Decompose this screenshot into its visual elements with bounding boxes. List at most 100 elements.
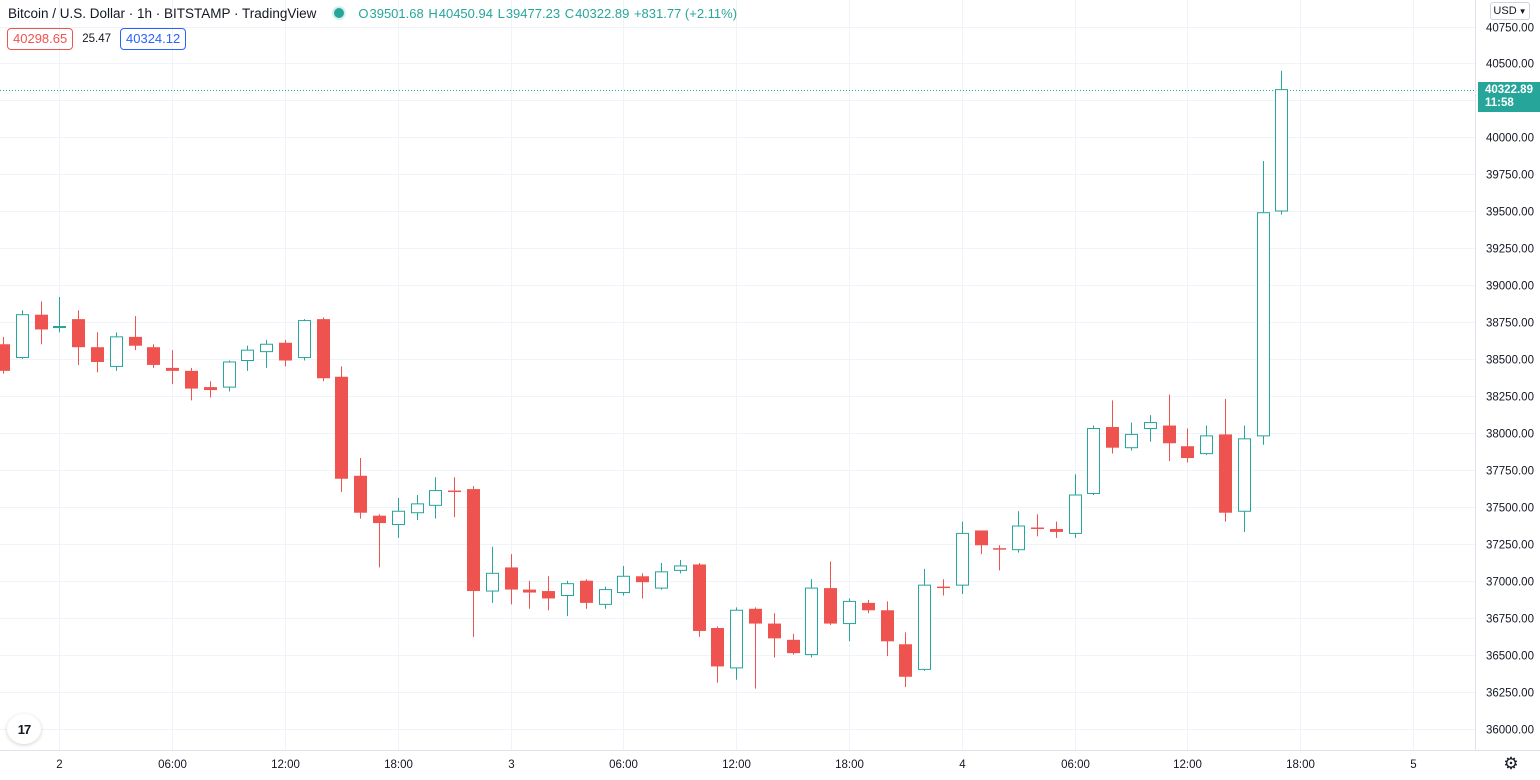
candle-body [937, 586, 950, 589]
candle [599, 586, 612, 609]
candle-body [749, 608, 762, 624]
candle-body [1012, 525, 1025, 551]
price-tick-label: 37250.00 [1486, 540, 1534, 552]
candle [1219, 398, 1232, 522]
candle-body [298, 320, 311, 359]
last-price-value: 40322.89 [1485, 84, 1533, 96]
candle-body [1106, 427, 1119, 448]
candle [411, 494, 424, 521]
close-value: 40322.89 [575, 5, 630, 21]
symbol-legend: Bitcoin / U.S. Dollar · 1h · BITSTAMP · … [8, 3, 738, 23]
candle [335, 366, 348, 493]
symbol-title[interactable]: Bitcoin / U.S. Dollar · 1h · BITSTAMP · … [8, 5, 317, 21]
candle [467, 486, 480, 637]
candle-body [129, 336, 142, 346]
candle-body [655, 571, 668, 589]
candle [72, 310, 85, 365]
price-tick-label: 40000.00 [1486, 133, 1534, 145]
price-tick-label: 38000.00 [1486, 429, 1534, 441]
candle [185, 367, 198, 401]
time-tick-label: 06:00 [609, 759, 638, 771]
candle [693, 562, 706, 637]
candle-body [505, 567, 518, 590]
candle [805, 579, 818, 658]
candle [298, 319, 311, 361]
currency-label: USD [1493, 5, 1517, 17]
candle-body [1275, 89, 1288, 212]
time-tick-label: 4 [959, 759, 966, 771]
candle [617, 565, 630, 596]
close-label: C [564, 5, 575, 21]
candle-body [35, 314, 48, 330]
candle-body [335, 376, 348, 479]
price-tick-label: 36500.00 [1486, 651, 1534, 663]
candle-body [580, 580, 593, 603]
tradingview-logo-icon[interactable]: 17 [7, 714, 41, 744]
candle-body [599, 589, 612, 605]
price-tick-label: 38500.00 [1486, 355, 1534, 367]
candle-body [260, 343, 273, 353]
candle-body [1163, 425, 1176, 444]
candle [730, 607, 743, 680]
candle [354, 458, 367, 519]
candle [16, 310, 29, 360]
candle [768, 613, 781, 658]
candle [636, 573, 649, 599]
candle [35, 301, 48, 345]
candle-body [373, 515, 386, 524]
candle-body [204, 387, 217, 391]
candle-body [448, 490, 461, 493]
candle-body [467, 489, 480, 592]
candle-body [354, 475, 367, 513]
candle-body [1144, 422, 1157, 429]
time-tick-label: 12:00 [722, 759, 751, 771]
candle-body [824, 588, 837, 624]
candle [129, 316, 142, 351]
candle [881, 601, 894, 657]
candle [1050, 521, 1063, 538]
candle [843, 598, 856, 642]
candle [429, 477, 442, 519]
candle-body [0, 344, 10, 371]
price-tick-label: 36000.00 [1486, 725, 1534, 737]
candle [1069, 474, 1082, 538]
candle [975, 530, 988, 555]
candle-body [617, 575, 630, 594]
candle [862, 599, 875, 614]
price-tick-label: 36250.00 [1486, 688, 1534, 700]
last-price-tag: 40322.89 11:58 [1478, 82, 1540, 112]
candle-body [1087, 427, 1100, 495]
open-value: 39501.68 [369, 5, 424, 21]
ask-price[interactable]: 40324.12 [120, 28, 187, 50]
candle-body [523, 589, 536, 593]
candle [91, 332, 104, 373]
candle [1144, 415, 1157, 442]
candle-body [279, 342, 292, 361]
high-label: H [428, 5, 438, 21]
gear-icon[interactable]: ⚙ [1503, 754, 1519, 773]
market-status-icon [334, 8, 345, 18]
price-tick-label: 39250.00 [1486, 244, 1534, 256]
candle-body [787, 639, 800, 654]
candle-body [805, 587, 818, 656]
change-value: +831.77 (+2.11%) [633, 5, 738, 21]
spread-value: 25.47 [82, 33, 112, 45]
candle-body [768, 623, 781, 639]
candle [561, 580, 574, 617]
candle-body [185, 370, 198, 389]
candle [110, 332, 123, 371]
candle-body [918, 584, 931, 670]
price-tick-label: 36750.00 [1486, 614, 1534, 626]
candle [223, 360, 236, 392]
currency-button[interactable]: USD ▼ [1490, 2, 1530, 20]
candle-body [843, 600, 856, 625]
open-label: O [358, 5, 369, 21]
price-tick-label: 37750.00 [1486, 466, 1534, 478]
candle-body [16, 314, 29, 359]
bid-price[interactable]: 40298.65 [7, 28, 74, 50]
candle-body [429, 490, 442, 506]
price-tick-label: 38750.00 [1486, 318, 1534, 330]
candle [918, 568, 931, 671]
logo-text: 17 [17, 721, 32, 737]
